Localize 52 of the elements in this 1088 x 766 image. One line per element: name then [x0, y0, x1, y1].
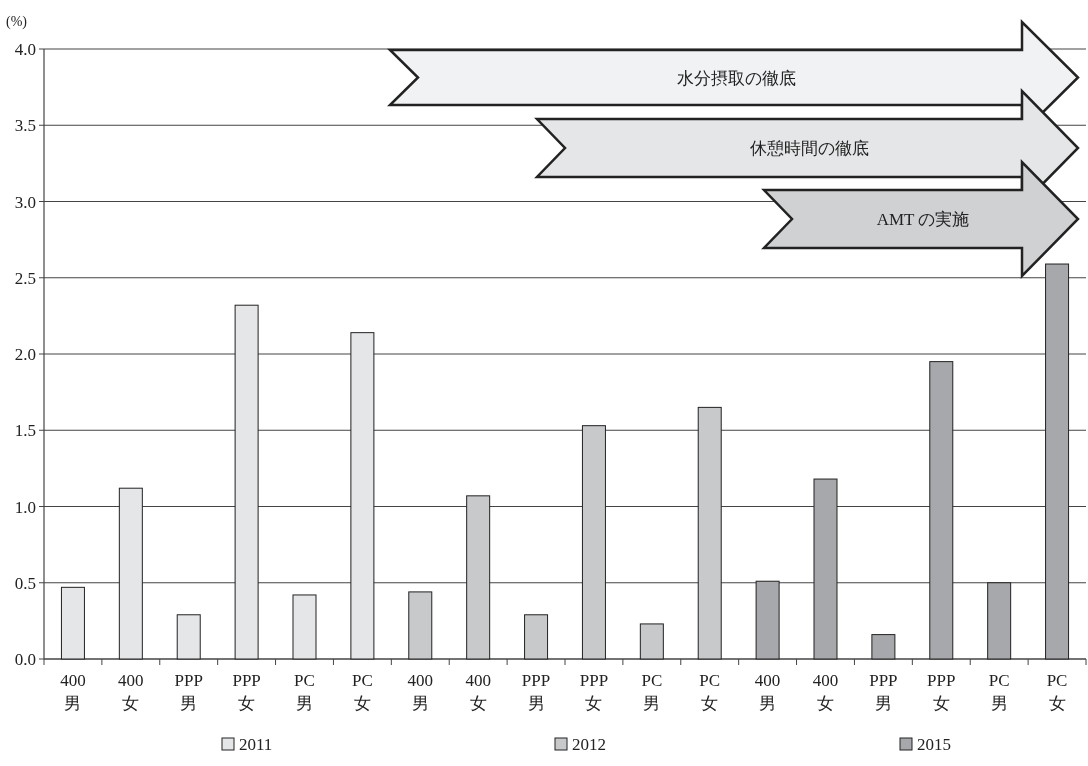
bar: [524, 614, 549, 660]
x-tick-label: 400 女: [118, 671, 144, 713]
bar: [755, 580, 780, 660]
x-tick-label: PC 男: [641, 671, 663, 713]
y-tick-label: 1.5: [14, 421, 36, 441]
legend-label: 2012: [572, 735, 606, 754]
annotation: AMT の実施: [876, 210, 970, 229]
x-tick-label: 400 男: [60, 671, 86, 713]
y-tick-label: 2.0: [14, 345, 36, 364]
bar: [350, 332, 375, 660]
y-tick-label: 0.5: [14, 573, 36, 593]
x-tick-label: PC 女: [351, 671, 373, 713]
x-tick-label: PC 女: [699, 671, 721, 713]
x-tick-label: PPP 女: [927, 671, 956, 713]
y-tick-label: 3.5: [14, 116, 36, 136]
y-tick-label: 2.5: [14, 268, 36, 288]
x-tick-label: PPP 女: [579, 671, 609, 713]
x-tick-label: 400 男: [407, 671, 434, 713]
x-tick-label: 400 女: [465, 671, 491, 713]
x-tick-label: PPP 女: [232, 671, 261, 713]
bar: [639, 623, 664, 660]
bar: [581, 425, 606, 660]
x-tick-label: PC 女: [1046, 671, 1068, 713]
bar: [813, 478, 838, 660]
x-tick-label: PC 男: [294, 671, 315, 713]
y-tick-label: 4.0: [14, 40, 36, 59]
bar: [987, 582, 1012, 660]
bar: [1045, 263, 1070, 660]
bar: [697, 406, 722, 660]
bar: [60, 586, 85, 660]
legend-label: 2015: [917, 735, 951, 754]
x-tick-label: 400 女: [812, 671, 839, 713]
bar: [292, 594, 317, 660]
y-tick-label: 3.0: [14, 192, 36, 212]
y-tick-label: 0.0: [14, 650, 36, 669]
x-tick-label: 400 男: [754, 671, 781, 713]
bar: [176, 614, 201, 660]
x-tick-label: PPP 男: [174, 671, 203, 713]
bar: [929, 361, 954, 660]
x-tick-label: PPP 男: [521, 671, 551, 713]
y-axis-title: (%): [6, 14, 28, 30]
bar: [466, 495, 491, 660]
bar: [234, 304, 259, 660]
x-tick-label: PC 男: [988, 671, 1010, 713]
x-tick-label: PPP 男: [869, 671, 898, 713]
bar: [408, 591, 433, 660]
y-tick-label: 1.0: [14, 497, 36, 517]
annotation: 休憩時間の徹底: [750, 139, 869, 158]
annotation: 水分摂取の徹底: [676, 68, 796, 88]
bar: [871, 634, 896, 660]
bar: [118, 487, 143, 660]
legend-label: 2011: [239, 735, 273, 754]
